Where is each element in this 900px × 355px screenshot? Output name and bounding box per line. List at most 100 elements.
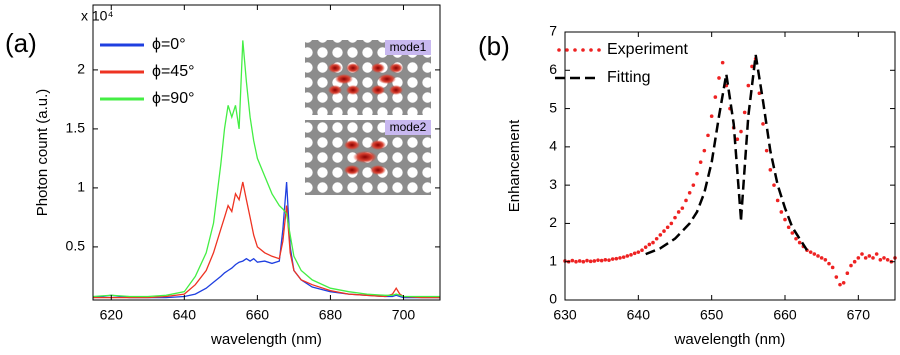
y-tick-label: 6 [549, 61, 557, 77]
y-multiplier: x 10⁴ [81, 8, 113, 24]
x-tick-label: 640 [173, 307, 197, 323]
data-point [852, 259, 857, 264]
legend-swatch [589, 48, 593, 52]
legend-label: ϕ=0° [152, 36, 186, 53]
x-tick-label: 640 [627, 307, 651, 323]
data-point [596, 258, 600, 262]
data-point [775, 198, 780, 203]
data-point [673, 215, 677, 220]
x-tick-label: 650 [700, 307, 724, 323]
data-line [92, 40, 440, 298]
data-point [819, 256, 824, 260]
data-point [823, 258, 828, 262]
y-tick-label: 0 [549, 291, 557, 307]
data-point [717, 76, 721, 80]
data-point [841, 280, 846, 285]
data-point [618, 256, 622, 260]
data-point [592, 259, 597, 263]
y-tick-label: 0.5 [66, 238, 86, 254]
data-point [669, 221, 674, 226]
data-point [687, 191, 692, 195]
data-point [691, 183, 696, 187]
data-point [709, 114, 714, 119]
data-point [834, 275, 839, 279]
data-point [702, 148, 707, 153]
y-tick-label: 3 [549, 176, 557, 192]
data-point [643, 245, 648, 249]
data-point [867, 254, 872, 258]
data-line [92, 181, 440, 299]
data-point [647, 242, 652, 247]
panel-label: (a) [5, 28, 37, 58]
data-point [570, 258, 575, 263]
y-tick-label: 1 [549, 252, 557, 268]
data-point [827, 261, 831, 266]
data-point [871, 256, 875, 260]
data-point [698, 160, 703, 164]
data-point [651, 240, 655, 245]
panel-label: (b) [478, 31, 510, 61]
y-tick-label: 2 [77, 61, 85, 77]
data-point [574, 259, 578, 264]
data-point [794, 236, 798, 241]
data-point [790, 231, 795, 235]
data-point [588, 259, 593, 264]
legend-swatch [565, 48, 569, 52]
data-point [680, 206, 685, 210]
y-tick-label: 1 [77, 179, 85, 195]
data-point [640, 248, 644, 253]
data-point [845, 271, 850, 276]
inset-mode1: mode1 [305, 40, 431, 115]
data-point [658, 233, 663, 237]
data-point [603, 258, 608, 262]
data-point [739, 129, 743, 134]
x-tick-label: 700 [392, 307, 416, 323]
data-point [816, 254, 820, 258]
legend-swatch [557, 48, 561, 52]
data-point [830, 265, 835, 270]
legend-swatch [581, 48, 585, 52]
x-axis-label: wavelength (nm) [674, 331, 786, 348]
plot-frame [564, 31, 896, 301]
data-point [625, 254, 630, 258]
legend-label: Fitting [607, 69, 651, 86]
legend-swatch [573, 48, 577, 52]
data-point [735, 137, 740, 141]
data-point [860, 252, 864, 256]
data-point [577, 259, 582, 263]
data-point [885, 258, 890, 262]
y-tick-label: 5 [549, 99, 557, 115]
inset-label: mode2 [390, 120, 427, 134]
data-line [93, 181, 440, 299]
data-point [621, 255, 626, 259]
data-point [797, 240, 802, 245]
x-tick-label: 660 [246, 307, 270, 323]
plot-frame [92, 4, 441, 301]
data-point [838, 282, 842, 287]
data-point [878, 258, 883, 262]
data-point [874, 252, 879, 256]
data-point [599, 258, 604, 263]
data-point [654, 236, 659, 241]
data-point [676, 210, 681, 214]
data-point [684, 198, 688, 203]
data-point [783, 217, 787, 222]
data-point [581, 259, 586, 264]
data-point [768, 168, 773, 172]
data-point [882, 256, 886, 260]
y-axis-label: Enhancement [506, 119, 523, 212]
x-tick-label: 680 [319, 307, 343, 323]
legend-swatch [597, 48, 601, 52]
data-point [757, 91, 762, 96]
data-point [772, 183, 776, 187]
data-point [750, 64, 754, 69]
data-point [695, 171, 699, 176]
data-point [746, 83, 751, 88]
inset-label: mode1 [390, 40, 427, 54]
y-tick-label: 2 [549, 214, 557, 230]
data-point [629, 253, 633, 257]
x-tick-label: 660 [773, 307, 797, 323]
legend-label: ϕ=45° [152, 63, 195, 80]
data-point [761, 122, 765, 126]
